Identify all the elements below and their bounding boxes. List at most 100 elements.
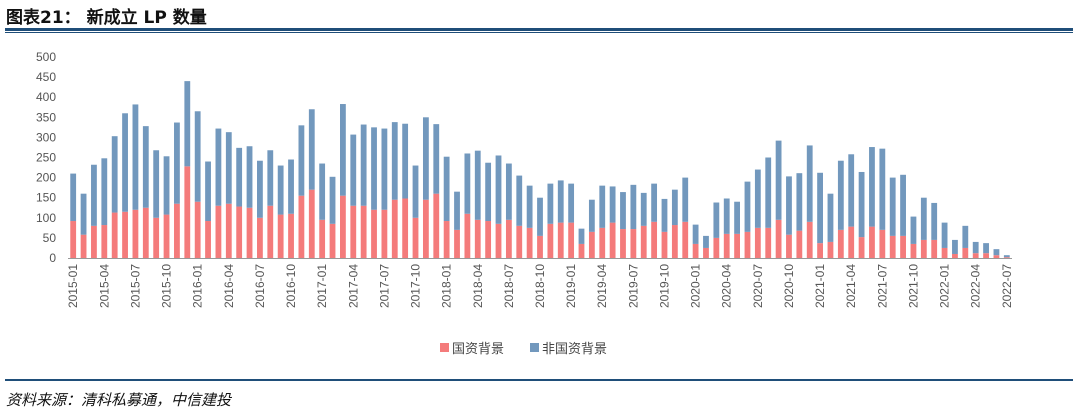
bar-state — [848, 226, 855, 258]
x-tick-label: 2016-07 — [253, 264, 267, 308]
bar-state — [101, 225, 108, 258]
bar-state — [889, 235, 896, 258]
y-tick-label: 250 — [36, 151, 56, 165]
bar-state — [972, 253, 979, 258]
bar-nonstate — [796, 173, 803, 231]
bar-state — [765, 227, 772, 258]
bar-nonstate — [786, 176, 792, 235]
bar-nonstate — [754, 169, 761, 228]
bar-state — [568, 222, 575, 258]
bar-nonstate — [983, 243, 989, 254]
bar-nonstate — [288, 159, 294, 214]
bar-state — [858, 237, 865, 258]
bar-state — [827, 241, 834, 258]
bar-state — [588, 231, 595, 258]
bar-state — [557, 222, 564, 258]
bar-state — [225, 203, 232, 258]
bar-nonstate — [184, 81, 191, 167]
x-tick-label: 2018-07 — [502, 264, 516, 308]
bar-state — [692, 243, 699, 258]
y-tick-label: 50 — [43, 231, 57, 245]
bar-nonstate — [516, 175, 523, 226]
bar-state — [433, 193, 440, 258]
bar-state — [537, 235, 543, 258]
bar-nonstate — [153, 150, 160, 218]
bar-nonstate — [910, 216, 917, 244]
bar-state — [215, 205, 222, 258]
bar-nonstate — [889, 177, 896, 236]
bar-state — [734, 233, 740, 258]
bar-state — [142, 207, 149, 258]
bar-nonstate — [422, 117, 429, 200]
bar-nonstate — [495, 155, 502, 224]
bar-nonstate — [858, 171, 865, 238]
bar-nonstate — [630, 184, 637, 230]
bar-state — [578, 243, 585, 258]
bar-state — [671, 225, 678, 258]
bar-nonstate — [454, 191, 460, 230]
bar-state — [817, 243, 823, 258]
bar-nonstate — [578, 228, 585, 244]
bar-state — [723, 233, 730, 258]
bar-nonstate — [350, 134, 357, 206]
bar-state — [620, 229, 626, 258]
bar-nonstate — [869, 147, 875, 227]
x-tick-label: 2016-10 — [284, 264, 298, 308]
bar-nonstate — [547, 183, 554, 224]
y-tick-label: 450 — [36, 70, 56, 84]
bar-state — [952, 253, 958, 258]
bar-nonstate — [661, 198, 668, 232]
bar-state — [267, 205, 274, 258]
bar-nonstate — [723, 198, 730, 234]
bar-state — [869, 226, 875, 258]
bar-state — [837, 229, 844, 258]
x-tick-label: 2022-04 — [969, 264, 983, 308]
bar-nonstate — [443, 156, 450, 222]
bar-state — [651, 221, 658, 258]
bar-state — [900, 235, 906, 258]
x-tick-label: 2016-04 — [222, 264, 236, 308]
bar-nonstate — [381, 128, 388, 210]
bar-nonstate — [537, 197, 543, 236]
bar-nonstate — [713, 202, 720, 238]
source-note: 资料来源：清科私募通，中信建投 — [6, 391, 232, 409]
x-tick-label: 2021-04 — [844, 264, 858, 308]
bar-nonstate — [80, 193, 87, 235]
bar-nonstate — [827, 193, 834, 242]
bar-nonstate — [163, 156, 170, 215]
bar-nonstate — [205, 161, 211, 222]
bar-state — [661, 231, 668, 258]
bar-state — [132, 209, 139, 258]
bar-state — [360, 205, 367, 258]
x-tick-label: 2019-10 — [657, 264, 671, 308]
header: 图表21： 新成立 LP 数量 — [0, 0, 1080, 30]
bar-nonstate — [257, 160, 263, 218]
bar-nonstate — [340, 104, 346, 196]
bar-state — [796, 230, 803, 258]
bar-nonstate — [319, 163, 326, 220]
bar-nonstate — [371, 127, 377, 210]
bar-state — [91, 225, 97, 258]
bar-state — [402, 198, 409, 258]
bar-state — [153, 217, 160, 258]
bar-nonstate — [671, 189, 678, 226]
bar-nonstate — [464, 153, 471, 214]
bar-state — [412, 217, 419, 258]
bar-nonstate — [682, 177, 689, 222]
bar-state — [298, 195, 305, 258]
bar-state — [630, 229, 637, 258]
bar-nonstate — [806, 145, 813, 222]
bar-nonstate — [236, 147, 243, 207]
bar-nonstate — [402, 123, 409, 199]
chart-title: 图表21： 新成立 LP 数量 — [6, 8, 207, 28]
y-tick-label: 400 — [36, 90, 56, 104]
bar-nonstate — [557, 180, 564, 223]
y-axis: 0 50 100 150 200 250 300 350 400 450 500 — [36, 50, 56, 265]
bar-state — [371, 209, 377, 258]
bar-state — [1003, 257, 1010, 258]
bar-nonstate — [277, 165, 284, 215]
y-tick-label: 350 — [36, 110, 56, 124]
y-tick-label: 200 — [36, 171, 56, 185]
bar-nonstate — [225, 132, 232, 204]
bar-state — [70, 221, 77, 258]
